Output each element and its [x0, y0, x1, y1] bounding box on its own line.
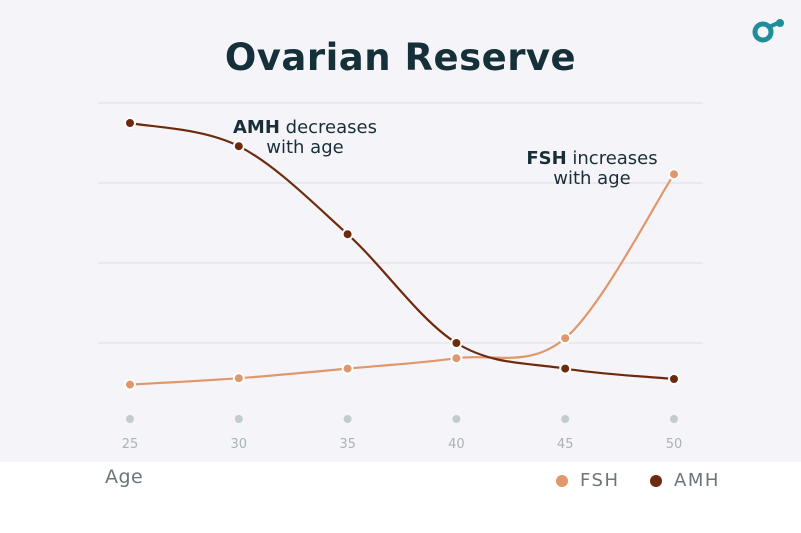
data-point-amh — [124, 117, 136, 129]
annotation-fsh: FSH increases with age — [526, 148, 658, 189]
data-point-amh — [341, 228, 354, 241]
x-tick-dot — [234, 415, 243, 423]
series-line-fsh — [129, 173, 675, 386]
legend-item-amh[interactable]: AMH — [650, 470, 720, 491]
annotation-amh: AMH decreases with age — [233, 117, 377, 158]
legend-swatch-amh — [650, 474, 662, 487]
data-point-fsh — [124, 378, 136, 391]
data-point-amh — [232, 140, 245, 153]
x-tick-dot — [343, 415, 352, 423]
x-tick-label: 35 — [339, 437, 356, 452]
legend-label-amh: AMH — [674, 470, 720, 491]
x-tick-label: 45 — [557, 437, 574, 452]
data-point-fsh — [232, 372, 245, 385]
data-point-fsh — [559, 332, 572, 345]
series-line-amh — [129, 121, 675, 381]
x-tick-dot — [670, 415, 678, 423]
x-axis-label: Age — [105, 466, 144, 488]
x-tick-dot — [126, 415, 134, 423]
x-tick-label: 50 — [666, 437, 683, 452]
data-point-amh — [450, 337, 463, 349]
data-point-fsh — [668, 168, 680, 181]
data-point-fsh — [450, 352, 463, 365]
x-tick-dot — [452, 415, 461, 423]
legend-label-fsh: FSH — [580, 470, 620, 491]
data-point-fsh — [341, 362, 354, 375]
x-tick-label: 40 — [448, 437, 465, 452]
legend-swatch-fsh — [556, 474, 568, 487]
chart-title: Ovarian Reserve — [224, 36, 577, 79]
x-tick-dot — [561, 415, 570, 423]
legend-item-fsh[interactable]: FSH — [556, 470, 620, 491]
line-chart: 25 30 35 40 45 50 — [98, 102, 703, 452]
x-tick-label: 30 — [231, 437, 248, 452]
data-point-amh — [559, 362, 572, 375]
brand-logo-icon — [752, 19, 784, 43]
data-point-amh — [668, 373, 680, 385]
x-tick-label: 25 — [122, 437, 139, 452]
